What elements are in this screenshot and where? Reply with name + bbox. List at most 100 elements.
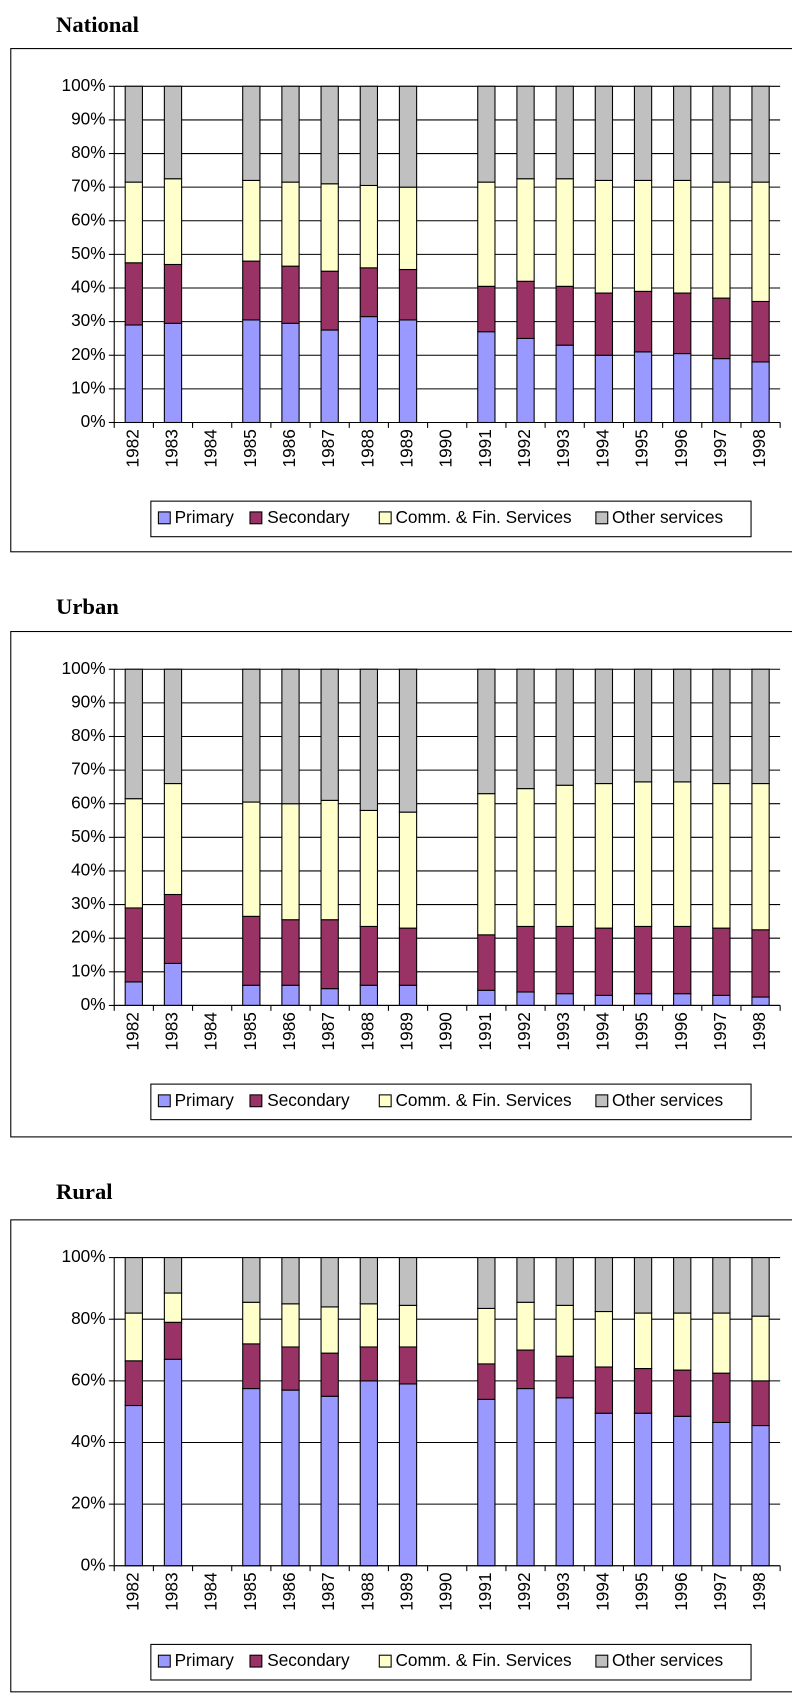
bar-segment (673, 85, 692, 181)
bar-segment (398, 1304, 418, 1348)
bar-segment (281, 322, 300, 424)
bar-segment (398, 268, 418, 321)
bar-segment (555, 784, 574, 927)
bar-segment (516, 1301, 535, 1351)
bar-segment (320, 988, 339, 1006)
x-tick-label: 1985 (240, 1012, 260, 1050)
bar-segment (281, 1303, 300, 1348)
legend-label: Other services (612, 1650, 723, 1670)
x-tick-label: 1989 (397, 1572, 417, 1610)
bar-segment (673, 781, 692, 927)
x-tick-label: 1987 (318, 1572, 338, 1610)
bar-segment (281, 1346, 300, 1391)
bar-segment (359, 1303, 378, 1348)
legend-label: Secondary (267, 1090, 350, 1110)
bar-segment (477, 934, 496, 991)
bar-segment (751, 668, 770, 785)
bar-segment (516, 788, 535, 927)
bar-segment (124, 1360, 143, 1407)
x-tick-label: 1990 (436, 1572, 456, 1610)
bar-segment (359, 316, 378, 424)
bar-segment (242, 801, 261, 917)
legend-swatch (157, 511, 171, 525)
bar-segment (516, 1388, 535, 1567)
bar-segment (751, 783, 770, 931)
legend-label: Comm. & Fin. Services (395, 1650, 571, 1670)
y-tick-label: 60% (71, 209, 106, 229)
bar-segment (477, 331, 496, 424)
bar-segment (673, 1312, 692, 1371)
legend-label: Secondary (267, 1650, 350, 1670)
bar-segment (594, 927, 614, 996)
bar-segment (320, 668, 339, 801)
bar-segment (633, 1257, 653, 1314)
bar-segment (124, 1404, 143, 1567)
x-tick-label: 1993 (553, 1572, 573, 1610)
bar-segment (320, 919, 339, 990)
bar-segment (124, 181, 143, 264)
y-tick-label: 40% (71, 860, 106, 880)
bar-segment (320, 183, 339, 272)
x-tick-label: 1995 (632, 1572, 652, 1610)
bar-segment (751, 181, 770, 302)
bar-segment (594, 354, 614, 424)
bar-segment (751, 85, 770, 183)
bar-segment (712, 181, 731, 299)
bar-segment (477, 793, 496, 936)
y-tick-label: 70% (71, 176, 106, 196)
bar-segment (477, 85, 496, 183)
chart-title: Urban (56, 594, 119, 619)
x-tick-label: 1989 (397, 1012, 417, 1050)
x-tick-label: 1992 (514, 1572, 534, 1610)
legend-swatch (157, 1654, 171, 1668)
bar-segment (594, 668, 614, 785)
bar-segment (712, 1257, 731, 1314)
bar-segment (242, 85, 261, 181)
bar-segment (633, 290, 653, 353)
legend-swatch (249, 1654, 263, 1668)
bar-segment (516, 1257, 535, 1303)
x-tick-label: 1997 (710, 1572, 730, 1610)
x-tick-label: 1996 (671, 1012, 691, 1050)
bar-segment (359, 1257, 378, 1305)
x-tick-label: 1985 (240, 429, 260, 467)
bar-segment (398, 811, 418, 929)
bar-segment (398, 984, 418, 1006)
bar-segment (359, 1346, 378, 1382)
bar-segment (673, 292, 692, 355)
bar-segment (477, 1257, 496, 1309)
x-tick-label: 1991 (475, 429, 495, 467)
bar-segment (751, 1315, 770, 1382)
bar-segment (555, 1304, 574, 1357)
bar-segment (633, 668, 653, 783)
y-tick-label: 70% (71, 759, 106, 779)
x-tick-label: 1986 (279, 1572, 299, 1610)
bar-segment (555, 1257, 574, 1306)
legend-swatch (249, 1094, 263, 1108)
bar-segment (712, 994, 731, 1006)
legend-swatch (157, 1094, 171, 1108)
bar-segment (751, 1425, 770, 1567)
bar-segment (477, 989, 496, 1006)
bar-segment (594, 1366, 614, 1414)
y-tick-label: 80% (71, 142, 106, 162)
bar-segment (320, 1306, 339, 1354)
bar-segment (555, 1397, 574, 1567)
legend-swatch (595, 511, 609, 525)
bar-segment (751, 361, 770, 424)
bar-segment (163, 893, 183, 964)
bar-segment (242, 668, 261, 803)
bar-segment (163, 178, 183, 266)
bar-segment (242, 984, 261, 1006)
bar-segment (516, 991, 535, 1006)
bar-segment (320, 1257, 339, 1308)
legend-label: Comm. & Fin. Services (395, 507, 571, 527)
legend-label: Other services (612, 1090, 723, 1110)
bar-segment (320, 799, 339, 921)
chart-frame (10, 1219, 792, 1693)
bar-segment (516, 1349, 535, 1390)
x-tick-label: 1984 (201, 1012, 221, 1051)
bar-segment (163, 783, 183, 896)
bar-segment (398, 927, 418, 986)
y-tick-label: 10% (71, 377, 106, 397)
